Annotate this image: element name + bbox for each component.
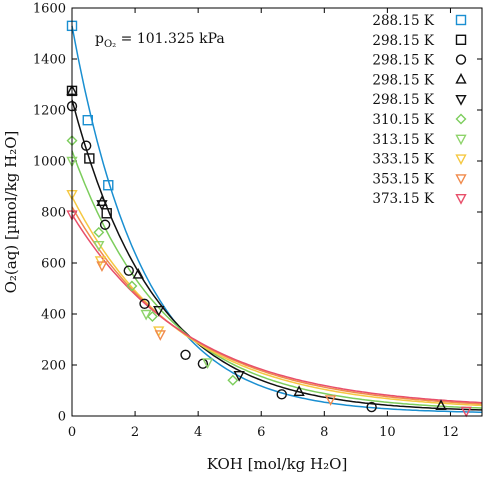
data-point [154,330,166,341]
x-tick-label: 0 [68,425,76,440]
data-point [82,114,93,126]
legend-label: 333.15 K [372,152,435,168]
legend-marker [455,134,467,146]
data-point [366,401,377,413]
data-point [276,389,287,400]
pressure-annotation-symbol: p [95,31,104,47]
data-point [153,305,165,317]
legend-marker [455,94,467,106]
legend-label: 298.15 K [372,53,435,69]
legend: 288.15 K 298.15 K 298.15 K 298.15 K 298.15 K… [372,13,467,207]
x-axis-label: KOH [mol/kg H₂O] [207,455,348,473]
data-point [96,200,108,211]
legend-label: 373.15 K [372,191,435,207]
legend-label: 298.15 K [372,92,435,108]
y-tick-label: 800 [41,206,66,221]
legend-marker [455,54,467,65]
fit-curve [71,150,483,409]
x-tick-labels: 0 2 4 6 8 10 12 [68,425,459,440]
y-tick-label: 400 [41,308,66,323]
legend-label: 298.15 K [372,33,435,49]
x-tick-label: 8 [320,425,328,440]
data-point [126,280,138,292]
data-point [201,358,214,369]
data-point [460,406,472,418]
data-point [139,298,150,309]
data-point [293,385,305,396]
data-point [80,140,92,151]
fit-curve-layer [71,25,483,413]
data-point [99,219,111,230]
data-point [93,226,105,238]
legend-marker [455,113,467,125]
tick-layer [71,7,482,417]
x-tick-label: 2 [131,425,139,440]
data-point [227,374,239,386]
data-point [123,265,134,276]
fit-curve [71,196,483,407]
y-tick-label: 1400 [33,53,66,68]
data-point [93,240,105,252]
legend-marker [455,34,467,45]
data-point [233,371,245,382]
x-tick-label: 6 [257,425,265,440]
y-tick-label: 1000 [33,155,66,170]
fit-curve [71,214,483,404]
plot-frame [71,7,483,417]
y-tick-label: 600 [41,257,66,272]
y-tick-label: 200 [41,359,66,374]
data-point [103,180,114,191]
legend-marker [455,193,467,205]
pressure-annotation-value: = 101.325 kPa [116,31,225,47]
y-tick-label: 1200 [33,104,66,119]
data-point [435,399,447,410]
legend-marker [455,174,467,185]
data-point [180,349,191,360]
data-point [140,309,152,321]
data-point [324,395,337,406]
x-tick-label: 12 [442,425,459,440]
fit-curve [71,206,483,405]
y-tick-label: 1600 [33,2,66,17]
fit-curve [71,99,482,411]
y-tick-labels: 0 200 400 600 800 1000 1200 1400 1600 [33,2,66,425]
legend-marker [455,72,467,84]
data-point [101,208,112,219]
legend-marker [455,14,467,26]
data-point [84,153,95,164]
x-tick-label: 4 [194,425,202,440]
data-point [132,267,144,279]
fit-curve [71,25,482,413]
x-tick-label: 10 [379,425,396,440]
data-point [96,261,108,273]
legend-label: 353.15 K [372,171,435,187]
data-point [94,256,107,267]
legend-label: 298.15 K [372,72,435,88]
legend-marker [455,154,467,166]
y-axis-label: O₂(aq) [µmol/kg H₂O] [2,131,20,294]
legend-label: 288.15 K [372,13,435,29]
y-tick-label: 0 [58,410,66,425]
data-point [146,311,158,323]
pressure-annotation-subscript: O₂ [104,39,116,50]
legend-label: 310.15 K [372,112,435,128]
legend-label: 313.15 K [372,132,435,148]
pressure-annotation: pO₂ = 101.325 kPa [95,31,225,50]
